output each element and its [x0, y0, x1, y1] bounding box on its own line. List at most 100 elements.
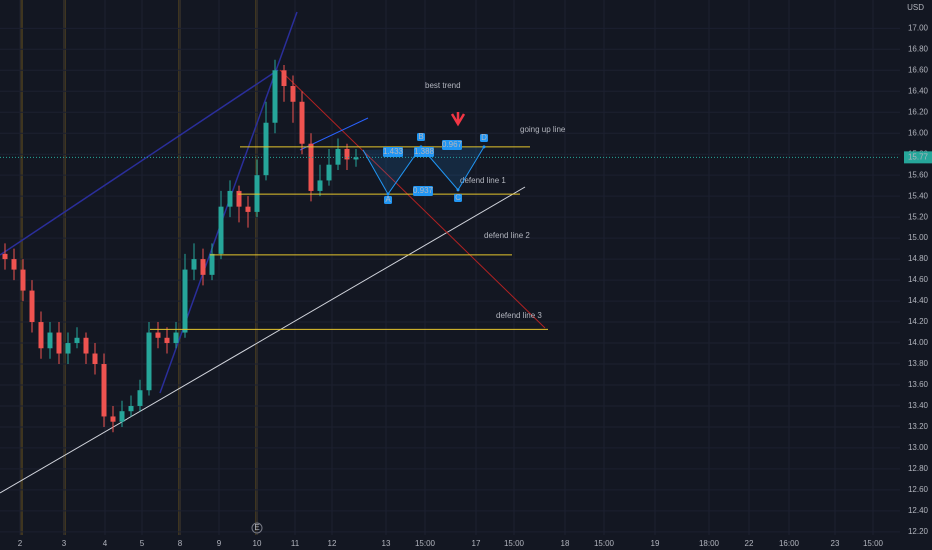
candle-body [272, 70, 278, 123]
candle-body [74, 337, 80, 344]
pattern-label: A [385, 195, 391, 204]
x-tick-label: 3 [62, 539, 67, 548]
y-tick-label: 13.20 [908, 422, 929, 431]
y-tick-label: 15.20 [908, 212, 929, 221]
y-tick-label: 13.00 [908, 443, 929, 452]
y-tick-label: 15.40 [908, 191, 929, 200]
x-tick-label: 19 [651, 539, 660, 548]
candle-body [38, 322, 44, 349]
candle-body [191, 259, 197, 270]
pattern-label-bg [417, 133, 425, 141]
x-tick-label: 15:00 [504, 539, 525, 548]
y-tick-label: 14.80 [908, 254, 929, 263]
candle-body [227, 190, 233, 207]
candle-body [146, 332, 152, 391]
y-tick-label: 12.40 [908, 506, 929, 515]
candle-body [236, 190, 242, 207]
candle-body [110, 416, 116, 422]
candle-body [209, 253, 215, 275]
x-tick-label: 9 [217, 539, 222, 548]
x-tick-label: 10 [253, 539, 262, 548]
y-tick-label: 16.60 [908, 65, 929, 74]
ratio-label: 0.967 [442, 140, 463, 149]
candle-body [299, 101, 305, 144]
pattern-label-bg [384, 196, 392, 204]
plot [2, 59, 359, 433]
candle-body [92, 353, 98, 365]
down-arrow [450, 112, 466, 127]
candle-body [308, 143, 314, 191]
x-tick-label: 11 [291, 539, 300, 548]
down-trend-line [279, 69, 546, 329]
candle-body [335, 148, 341, 165]
candle-body [245, 206, 251, 212]
x-tick-label: 23 [831, 539, 840, 548]
candle-body [200, 259, 206, 275]
trend-line [0, 186, 526, 494]
channel-line [0, 69, 279, 256]
ratio-label: 1.433 [383, 147, 404, 156]
grid [0, 0, 900, 535]
candle-body [47, 332, 53, 349]
x-tick-label: 22 [745, 539, 754, 548]
pattern-label: C [455, 193, 461, 202]
y-tick-label: 13.40 [908, 401, 929, 410]
ratio-bg [383, 147, 403, 157]
ratio-bg [413, 186, 433, 196]
y-tick-label: 12.60 [908, 485, 929, 494]
candle-body [182, 269, 188, 333]
x-tick-label: 15:00 [594, 539, 615, 548]
pattern-label: B [418, 132, 423, 141]
pattern-point [386, 192, 390, 196]
x-tick-label: 12 [328, 539, 337, 548]
y-tick-label: 17.00 [908, 23, 929, 32]
pattern-point [456, 188, 460, 192]
event-marker: E [254, 523, 259, 532]
candle-body [65, 343, 71, 354]
session-marker [20, 0, 23, 535]
candle-body [2, 253, 8, 260]
candle-body [137, 390, 143, 406]
x-tick-label: 18 [561, 539, 570, 548]
ratio-label: 0.937 [413, 186, 434, 195]
annotation: best trend [425, 81, 461, 90]
y-tick-label: 14.60 [908, 275, 929, 284]
x-tick-label: 18:00 [699, 539, 720, 548]
y-tick-label: 12.20 [908, 527, 929, 536]
event-marker-bg [251, 522, 263, 534]
level-label: defend line 3 [496, 311, 542, 320]
candle-body [11, 259, 17, 270]
x-tick-label: 2 [18, 539, 23, 548]
pattern-label-bg [480, 134, 488, 142]
price-axis [900, 0, 932, 535]
level-label: defend line 2 [484, 231, 530, 240]
candle-body [254, 175, 260, 212]
x-tick-label: 13 [382, 539, 391, 548]
pattern-point [482, 145, 486, 149]
x-tick-label: 17 [472, 539, 481, 548]
candle-body [353, 157, 359, 160]
candle-body [173, 332, 179, 344]
candle-body [164, 337, 170, 344]
y-tick-label: 13.60 [908, 380, 929, 389]
y-tick-label: 16.00 [908, 128, 929, 137]
y-tick-label: 16.40 [908, 86, 929, 95]
level-label: going up line [520, 125, 566, 134]
candle-body [101, 364, 107, 417]
candle-body [56, 332, 62, 354]
candle-body [119, 411, 125, 422]
candle-body [29, 290, 35, 323]
candle-body [218, 206, 224, 254]
pattern-fill [363, 146, 484, 195]
x-tick-label: 4 [103, 539, 108, 548]
level-label: defend line 1 [460, 176, 506, 185]
ratio-bg [414, 147, 434, 157]
candle-body [317, 180, 323, 191]
y-tick-label: 15.60 [908, 170, 929, 179]
y-tick-label: 13.80 [908, 359, 929, 368]
x-tick-label: 15:00 [415, 539, 436, 548]
y-tick-label: 16.80 [908, 44, 929, 53]
candle-body [290, 86, 296, 102]
